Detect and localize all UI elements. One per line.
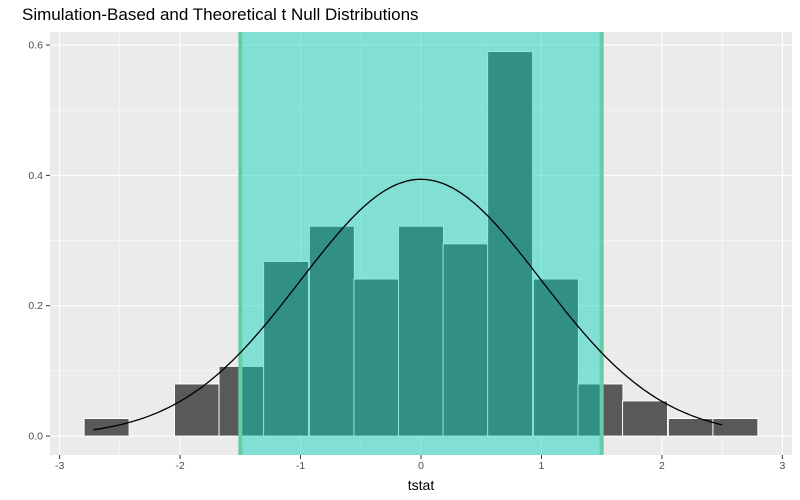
theoretical-t-curve xyxy=(93,178,723,431)
histogram-bar xyxy=(398,225,444,437)
histogram-bar xyxy=(487,51,534,437)
shaded-region xyxy=(238,32,604,455)
x-axis: -3 -2 -1 0 1 2 3 xyxy=(55,455,785,472)
x-axis-label: tstat xyxy=(408,477,435,493)
histogram-bars xyxy=(83,51,759,437)
y-tick-label: 0.0 xyxy=(28,431,43,443)
x-tick-label: -2 xyxy=(175,460,184,472)
histogram-bar xyxy=(308,225,355,437)
histogram-bar xyxy=(532,278,579,437)
histogram-bar xyxy=(173,383,220,437)
histogram-bar xyxy=(712,418,759,437)
x-tick-label: 3 xyxy=(779,460,785,472)
x-tick-label: -1 xyxy=(296,460,305,472)
x-tick-label: 0 xyxy=(418,460,424,472)
y-axis: 0.0 0.2 0.4 0.6 xyxy=(28,40,50,443)
y-tick-label: 0.4 xyxy=(28,170,43,182)
histogram-bar xyxy=(442,243,489,437)
y-tick-label: 0.2 xyxy=(28,300,43,312)
histogram-bar xyxy=(622,400,669,437)
histogram-bar xyxy=(353,278,400,437)
y-tick-label: 0.6 xyxy=(28,40,43,52)
histogram-bar xyxy=(263,260,310,437)
x-tick-label: -3 xyxy=(55,460,64,472)
x-tick-label: 2 xyxy=(659,460,665,472)
x-tick-label: 1 xyxy=(539,460,545,472)
chart-title: Simulation-Based and Theoretical t Null … xyxy=(22,5,419,24)
